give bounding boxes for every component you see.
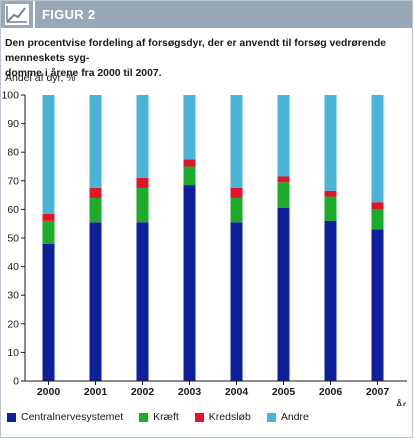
bar-segment-centralnervesystemet: [89, 222, 102, 381]
bar-segment-kredsløb: [324, 190, 337, 197]
chart-legend: Centralnervesystemet Kræft Kredsløb Andre: [7, 410, 325, 424]
legend-label: Kræft: [153, 411, 179, 423]
x-tick-label: 2001: [84, 386, 108, 398]
bar-segment-centralnervesystemet: [324, 220, 337, 381]
bar-segment-centralnervesystemet: [183, 185, 196, 381]
figure-header: FIGUR 2: [1, 1, 412, 28]
legend-item: Kræft: [139, 411, 179, 423]
x-tick-label: 2002: [131, 386, 155, 398]
x-tick-label: 2003: [178, 386, 202, 398]
y-tick-label: 20: [7, 318, 19, 330]
bar-segment-kredsløb: [371, 202, 384, 210]
stacked-bar-chart: 0 10 20 30 40 50 60 70 80 90 100 2000 2001 2002 2003 20…: [1, 90, 407, 406]
x-tick-label: 2004: [225, 386, 249, 398]
bar-segment-centralnervesystemet: [371, 229, 384, 381]
line-chart-icon: [5, 4, 29, 25]
x-tick-label: 2000: [37, 386, 61, 398]
bar-segment-andre: [136, 95, 149, 178]
bar-segment-kredsløb: [42, 213, 55, 221]
bar-segment-kredsløb: [277, 176, 290, 183]
bar-segment-kræft: [230, 197, 243, 223]
bar-segment-kræft: [89, 197, 102, 223]
figure-label: FIGUR 2: [42, 7, 96, 22]
legend-item: Kredsløb: [194, 411, 251, 423]
y-tick-label: 40: [7, 261, 19, 273]
bar-segment-centralnervesystemet: [230, 222, 243, 381]
bar-segment-andre: [324, 95, 337, 191]
figure-caption: Den procentvise fordeling af forsøgsdyr,…: [5, 36, 409, 81]
bar-segment-andre: [230, 95, 243, 188]
legend-label: Centralnervesystemet: [21, 411, 124, 423]
legend-swatch: [7, 412, 16, 422]
y-tick-label: 0: [13, 376, 19, 388]
legend-swatch: [266, 412, 276, 422]
bar-segment-andre: [371, 95, 384, 203]
bar-segment-centralnervesystemet: [136, 222, 149, 381]
bar-segment-kræft: [277, 182, 290, 208]
legend-label: Kredsløb: [208, 411, 251, 423]
bar-segment-kredsløb: [230, 187, 243, 198]
y-tick-label: 60: [7, 204, 19, 216]
y-axis-label: Andel af dyr, %: [5, 72, 76, 84]
x-tick-label: 2005: [272, 386, 296, 398]
bar-segment-kræft: [371, 209, 384, 230]
y-tick-label: 30: [7, 290, 19, 302]
bar-segment-andre: [183, 95, 196, 160]
y-tick-label: 80: [7, 147, 19, 159]
header-separator: [33, 1, 35, 28]
legend-label: Andre: [280, 411, 309, 423]
bar-segment-kredsløb: [136, 177, 149, 188]
x-tick-label: 2006: [319, 386, 343, 398]
legend-swatch: [139, 412, 149, 422]
bar-segment-kræft: [183, 166, 196, 186]
y-tick-label: 100: [1, 90, 19, 102]
bar-segment-kredsløb: [183, 159, 196, 167]
y-tick-label: 10: [7, 347, 19, 359]
bar-segment-kræft: [136, 187, 149, 223]
bar-segment-centralnervesystemet: [277, 207, 290, 381]
bar-segment-kræft: [324, 196, 337, 221]
x-axis-label: År: [396, 398, 407, 406]
legend-item: Centralnervesystemet: [7, 411, 123, 423]
bar-segment-andre: [89, 95, 102, 188]
caption-line-1: Den procentvise fordeling af forsøgsdyr,…: [5, 38, 387, 64]
bar-segment-centralnervesystemet: [42, 243, 55, 381]
y-tick-label: 70: [7, 175, 19, 187]
legend-item: Andre: [266, 411, 309, 423]
y-tick-label: 90: [7, 118, 19, 130]
x-tick-label: 2007: [366, 386, 390, 398]
caption-line-2: domme i årene fra 2000 til 2007.: [5, 68, 162, 79]
bar-segment-andre: [277, 95, 290, 177]
bar-segment-andre: [42, 95, 55, 214]
bar-segment-kræft: [42, 220, 55, 244]
legend-swatch: [194, 412, 204, 422]
y-tick-label: 50: [7, 233, 19, 245]
bar-segment-kredsløb: [89, 187, 102, 198]
